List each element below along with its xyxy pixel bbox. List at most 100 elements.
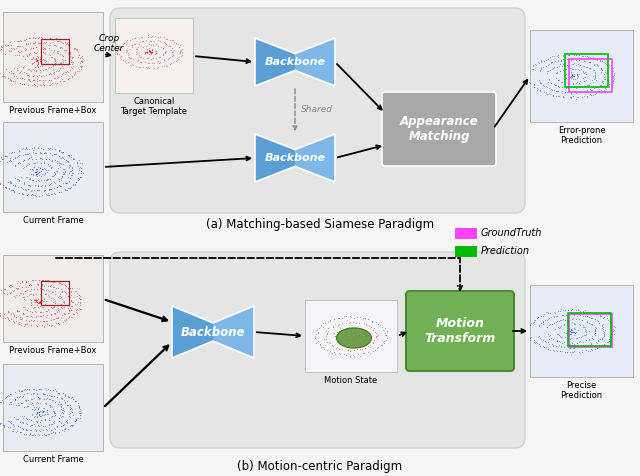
Point [36, 62, 47, 69]
Point [548, 91, 558, 99]
Point [598, 79, 608, 87]
Point [21, 414, 31, 422]
Point [18, 52, 28, 60]
Point [47, 79, 57, 87]
Point [33, 182, 43, 189]
Bar [41, 281, 69, 306]
Point [569, 325, 579, 332]
Point [577, 341, 588, 349]
Point [27, 431, 37, 439]
Point [54, 147, 64, 155]
Point [33, 176, 44, 183]
Point [20, 186, 30, 193]
Point [31, 290, 42, 298]
Point [573, 320, 584, 328]
Point [542, 308, 552, 316]
Point [45, 420, 56, 428]
Point [74, 162, 84, 170]
Point [5, 38, 15, 46]
Point [72, 159, 83, 167]
Point [68, 181, 78, 188]
Point [70, 180, 81, 188]
Point [61, 420, 72, 427]
Point [48, 35, 58, 42]
Point [142, 54, 152, 62]
Point [609, 322, 619, 330]
Point [145, 50, 156, 58]
Point [40, 422, 50, 429]
Point [146, 37, 156, 44]
Point [28, 291, 38, 298]
Point [47, 392, 57, 400]
Point [357, 338, 367, 346]
Text: Error-prone
Prediction: Error-prone Prediction [557, 126, 605, 145]
Point [51, 156, 61, 163]
Point [49, 184, 60, 192]
Point [53, 37, 63, 45]
Point [566, 348, 577, 356]
Point [353, 324, 364, 332]
Point [31, 298, 42, 306]
Point [49, 75, 59, 82]
Point [540, 57, 550, 64]
Point [33, 312, 43, 320]
Point [552, 337, 562, 344]
Point [372, 336, 382, 343]
Point [526, 319, 536, 327]
Point [39, 296, 49, 303]
Point [570, 329, 580, 337]
Point [38, 317, 48, 325]
Point [70, 181, 80, 188]
Point [566, 330, 576, 337]
Point [20, 277, 31, 285]
Point [28, 66, 38, 73]
Point [35, 308, 45, 316]
Point [45, 392, 56, 399]
Point [323, 318, 333, 326]
Point [24, 34, 34, 42]
Point [63, 174, 74, 181]
Point [535, 342, 545, 349]
Point [52, 422, 62, 430]
Point [573, 73, 583, 81]
Point [40, 190, 51, 198]
Point [49, 150, 59, 158]
Point [67, 73, 77, 80]
Point [67, 408, 77, 416]
Point [368, 338, 378, 346]
Point [349, 346, 360, 354]
Point [365, 341, 375, 348]
Bar [569, 60, 612, 92]
Point [536, 66, 546, 73]
Bar [530, 30, 633, 122]
Point [115, 54, 125, 61]
Point [2, 41, 12, 49]
Point [564, 327, 574, 335]
Point [568, 320, 579, 327]
Point [32, 390, 42, 397]
Point [321, 330, 332, 337]
Point [596, 334, 607, 341]
Point [126, 54, 136, 61]
Point [8, 69, 18, 77]
Point [69, 45, 79, 52]
Point [314, 324, 324, 332]
Point [330, 320, 340, 328]
Point [12, 51, 22, 59]
Point [6, 69, 17, 77]
Point [363, 348, 373, 356]
Point [31, 297, 41, 304]
Point [38, 43, 48, 51]
Point [564, 76, 574, 83]
Point [51, 315, 61, 322]
Point [59, 407, 69, 415]
Point [53, 67, 63, 75]
Point [59, 165, 69, 172]
Point [566, 325, 576, 333]
Point [360, 344, 371, 351]
Point [331, 344, 341, 351]
Point [22, 415, 33, 423]
Point [39, 317, 49, 325]
Point [144, 64, 154, 72]
Point [341, 324, 351, 332]
